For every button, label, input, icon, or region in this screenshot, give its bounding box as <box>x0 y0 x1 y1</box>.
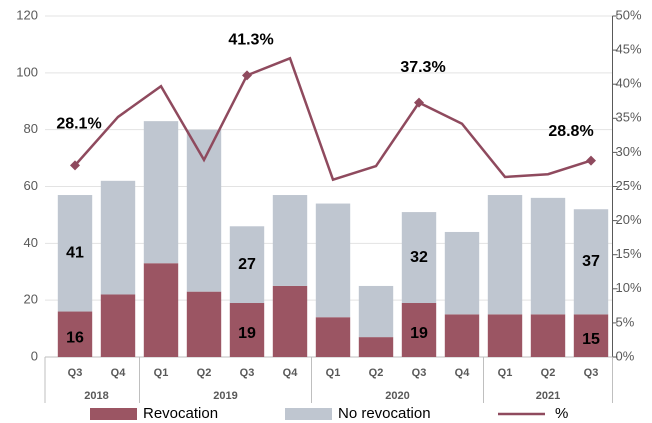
x-group-label: 2019 <box>213 390 237 402</box>
bar <box>315 317 351 357</box>
bar <box>444 231 480 315</box>
x-tick-label: Q4 <box>455 367 471 379</box>
bar <box>401 303 437 357</box>
data-label: 28.8% <box>548 123 593 140</box>
bar <box>272 195 308 286</box>
x-tick-label: Q1 <box>154 367 169 379</box>
data-label: 41 <box>66 244 84 261</box>
y2-tick-label: 15% <box>616 246 642 261</box>
x-tick-label: Q2 <box>541 367 556 379</box>
marker <box>242 70 252 81</box>
y2-tick-label: 50% <box>616 7 642 22</box>
bar <box>401 212 437 304</box>
bar <box>229 303 265 357</box>
data-label: 19 <box>238 325 256 342</box>
bar <box>57 195 93 312</box>
legend-label: No revocation <box>338 405 431 422</box>
y-tick-label: 100 <box>16 64 38 79</box>
bar <box>57 311 93 357</box>
x-tick-label: Q2 <box>197 367 212 379</box>
y2-tick-label: 0% <box>616 348 635 363</box>
marker <box>70 160 80 171</box>
y2-tick-label: 20% <box>616 212 642 227</box>
y-tick-label: 40 <box>24 235 38 250</box>
bar <box>186 291 222 357</box>
y-tick-label: 80 <box>24 121 38 136</box>
legend-label: % <box>555 405 568 422</box>
bar <box>358 337 394 357</box>
bar <box>573 209 609 315</box>
bar <box>100 294 136 357</box>
data-label: 15 <box>582 331 600 348</box>
y2-tick-label: 30% <box>616 144 642 159</box>
marker <box>586 155 596 166</box>
x-group-label: 2018 <box>84 390 108 402</box>
legend-swatch <box>90 408 137 420</box>
bar <box>229 226 265 304</box>
bar <box>272 285 308 357</box>
legend-label: Revocation <box>143 405 218 422</box>
y-tick-label: 120 <box>16 7 38 22</box>
data-label: 32 <box>410 249 428 266</box>
x-tick-label: Q3 <box>240 367 255 379</box>
bar <box>143 263 179 357</box>
x-group-label: 2021 <box>536 390 560 402</box>
x-tick-label: Q3 <box>584 367 599 379</box>
x-tick-label: Q3 <box>412 367 427 379</box>
y-tick-label: 0 <box>31 348 38 363</box>
data-label: 16 <box>66 329 84 346</box>
x-tick-label: Q3 <box>68 367 83 379</box>
bar <box>573 314 609 357</box>
bar <box>444 314 480 357</box>
y-tick-label: 60 <box>24 178 38 193</box>
bar <box>100 180 136 295</box>
data-label: 28.1% <box>56 116 101 133</box>
data-label: 41.3% <box>228 32 273 49</box>
bar <box>487 314 523 357</box>
bar <box>358 285 394 338</box>
y2-tick-label: 5% <box>616 314 635 329</box>
bar <box>487 195 523 315</box>
x-tick-label: Q1 <box>498 367 513 379</box>
bar <box>186 129 222 292</box>
data-label: 19 <box>410 325 428 342</box>
x-tick-label: Q4 <box>283 367 299 379</box>
x-tick-label: Q1 <box>326 367 341 379</box>
line <box>74 56 592 182</box>
bar <box>315 203 351 318</box>
bar <box>143 121 179 264</box>
bar <box>530 197 566 315</box>
y2-tick-label: 35% <box>616 110 642 125</box>
bar <box>530 314 566 357</box>
data-label: 37 <box>582 253 600 270</box>
legend-swatch <box>285 408 332 420</box>
x-tick-label: Q2 <box>369 367 384 379</box>
y2-tick-label: 25% <box>616 178 642 193</box>
data-label: 27 <box>238 256 256 273</box>
x-tick-label: Q4 <box>111 367 127 379</box>
x-group-label: 2020 <box>385 390 409 402</box>
y2-tick-label: 40% <box>616 76 642 91</box>
y-tick-label: 20 <box>24 292 38 307</box>
y2-tick-label: 10% <box>616 280 642 295</box>
marker <box>414 97 424 108</box>
data-label: 37.3% <box>400 59 445 76</box>
y2-tick-label: 45% <box>616 42 642 57</box>
